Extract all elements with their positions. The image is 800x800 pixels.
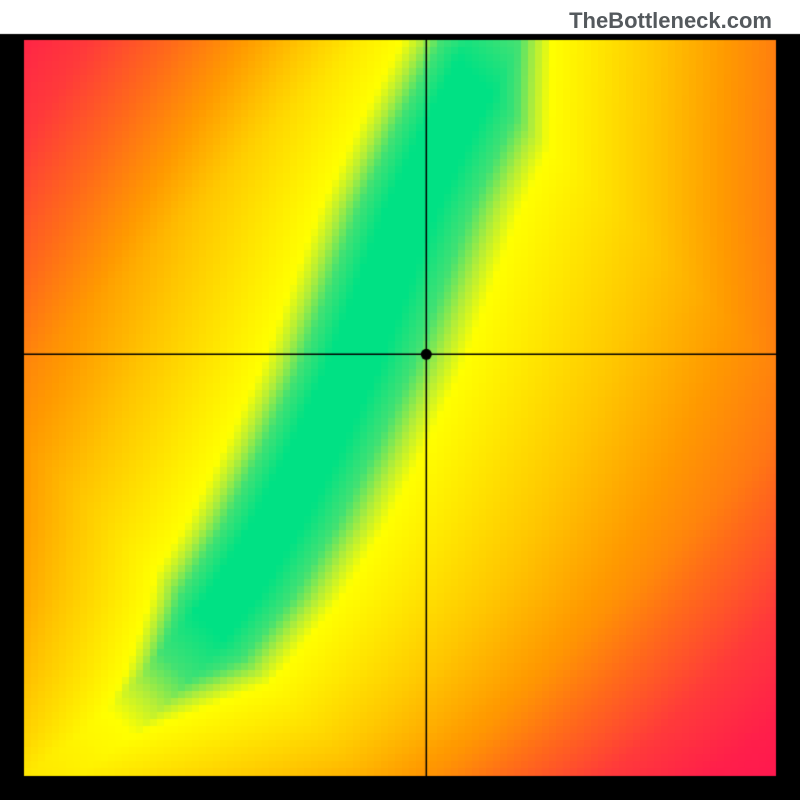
watermark-text: TheBottleneck.com <box>569 8 772 34</box>
bottleneck-heatmap-canvas <box>0 0 800 800</box>
